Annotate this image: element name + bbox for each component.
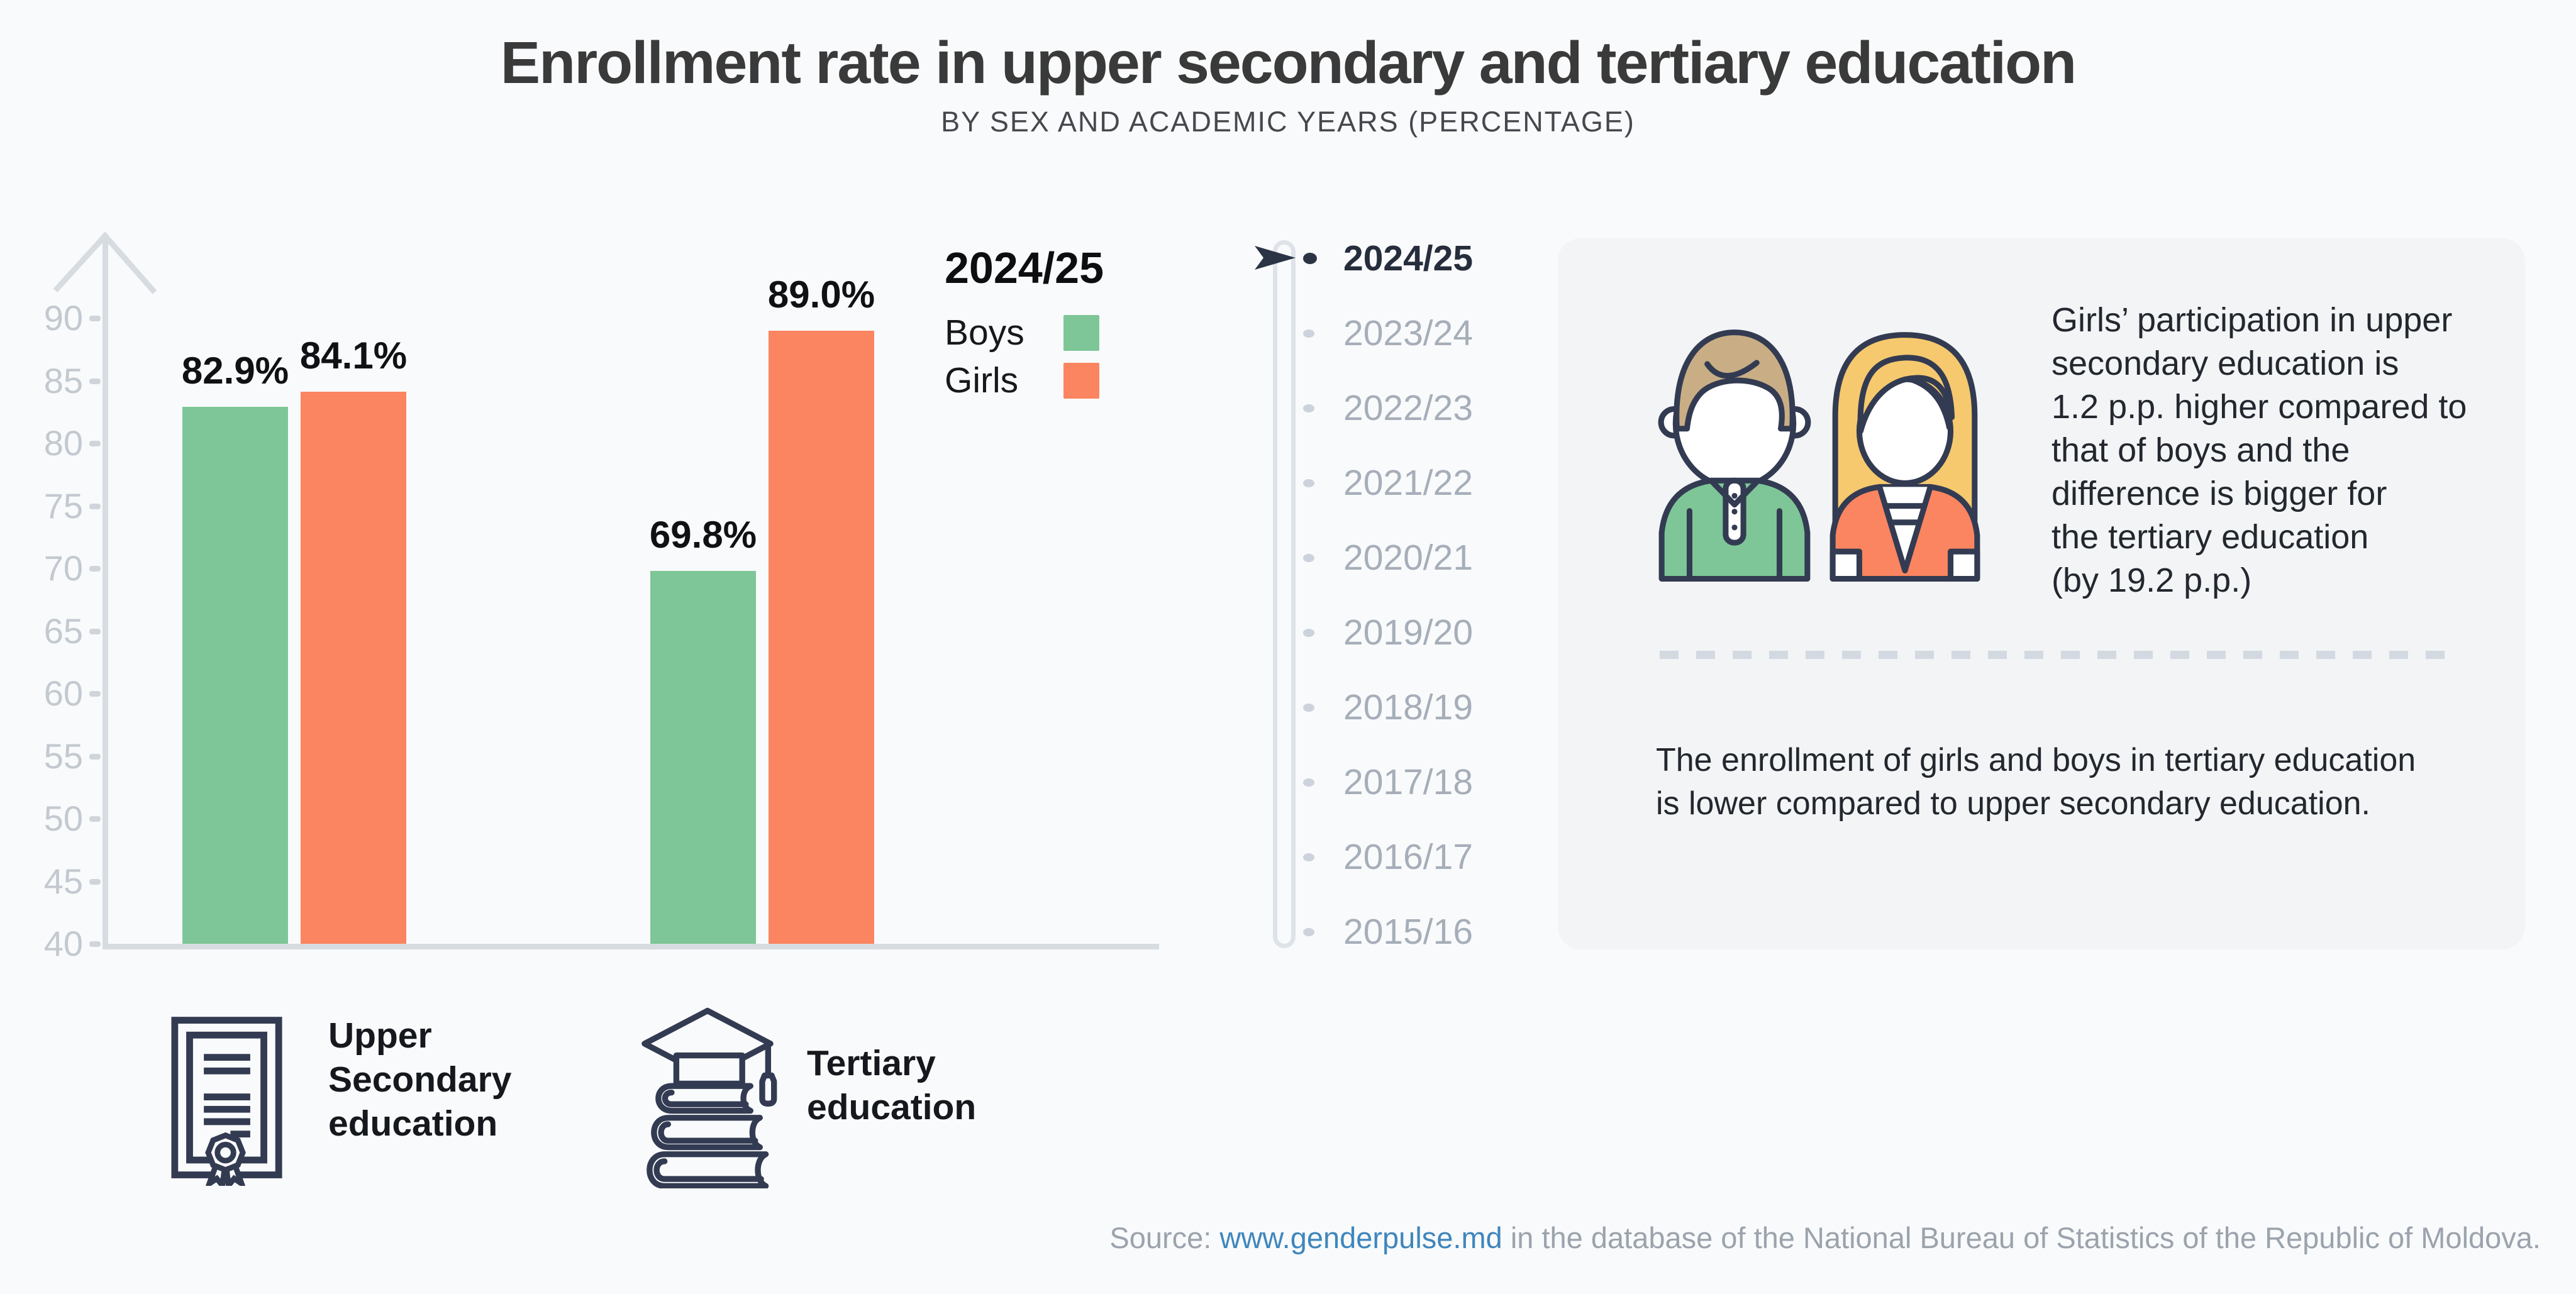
timeline-year-label: 2017/18 [1343,762,1474,802]
timeline-year-2024-25[interactable]: 2024/25 [1303,234,1473,283]
source-link[interactable]: www.genderpulse.md [1219,1221,1502,1254]
timeline-year-label: 2015/16 [1343,912,1474,952]
insight-text: Girls’ participation in upper secondary … [2051,301,2467,599]
legend-item-boys[interactable]: Boys [945,309,1099,356]
bar-value-label: 82.9% [181,350,289,392]
y-tick-label: 55 [43,736,83,776]
y-tick-mark [89,691,101,697]
timeline-year-2022-23[interactable]: 2022/23 [1303,384,1473,433]
timeline-year-2023-24[interactable]: 2023/24 [1303,309,1473,358]
y-tick-mark [89,816,101,822]
timeline-year-label: 2022/23 [1343,388,1474,428]
y-tick-mark [89,753,101,760]
y-tick-mark [89,378,101,384]
y-axis-line [103,234,108,946]
timeline-year-2017-18[interactable]: 2017/18 [1303,758,1473,807]
y-tick-label: 40 [43,924,83,963]
y-tick-mark [89,566,101,572]
y-tick-mark [89,628,101,634]
source-line: Source: www.genderpulse.md in the databa… [1109,1220,2541,1255]
y-tick-mark [89,316,101,321]
timeline-dot [1303,478,1314,487]
timeline-year-label: 2019/20 [1343,612,1474,653]
timeline-dot [1303,553,1314,562]
y-tick-mark [89,503,101,509]
timeline-dot [1303,778,1314,787]
timeline-dot [1303,703,1314,712]
category-label-tertiary: Tertiary education [807,1043,977,1127]
timeline-track [1273,240,1296,948]
y-tick-mark [89,878,101,885]
timeline-year-2016-17[interactable]: 2016/17 [1303,832,1473,882]
bar-value-label: 69.8% [649,513,757,556]
timeline-dot [1303,927,1314,936]
y-tick-label: 65 [43,611,83,651]
y-tick-label: 90 [43,298,83,338]
timeline-year-label: 2021/22 [1343,463,1474,503]
timeline-arrow-icon [1255,246,1296,270]
y-tick-mark [89,941,101,947]
timeline-year-2020-21[interactable]: 2020/21 [1303,533,1473,582]
bar-girls-group1 [301,392,406,944]
note-text: The enrollment of girls and boys in tert… [1656,742,2416,822]
timeline-dot [1303,329,1314,338]
boy-girl-illustration [1658,329,1980,582]
timeline-dot [1303,853,1314,861]
timeline-year-label: 2020/21 [1343,538,1474,578]
panel-divider [1660,651,2450,659]
timeline-dot [1303,253,1317,264]
timeline-dot [1303,628,1314,637]
timeline-year-2019-20[interactable]: 2019/20 [1303,608,1473,657]
bar-value-label: 84.1% [299,335,408,377]
page-title: Enrollment rate in upper secondary and t… [500,30,2077,96]
timeline-year-label: 2024/25 [1343,238,1474,279]
bar-boys-group2 [650,570,756,944]
girls-color-swatch [1063,362,1099,399]
legend-label-boys: Boys [945,312,1024,353]
page-subtitle: BY SEX AND ACADEMIC YEARS (PERCENTAGE) [941,106,1635,138]
y-tick-mark [89,441,101,446]
timeline-year-2015-16[interactable]: 2015/16 [1303,907,1473,956]
timeline-year-label: 2023/24 [1343,313,1474,353]
y-tick-label: 75 [43,485,83,526]
y-tick-label: 60 [43,673,83,713]
y-tick-label: 50 [43,799,83,838]
legend-item-girls[interactable]: Girls [945,357,1099,404]
bar-girls-group2 [769,330,874,944]
timeline-year-2021-22[interactable]: 2021/22 [1303,458,1473,507]
x-axis-line [103,944,1159,949]
boys-color-swatch [1063,314,1099,351]
legend-label-girls: Girls [945,360,1019,401]
timeline-dot [1303,404,1314,412]
legend-selected-year: 2024/25 [945,243,1104,292]
timeline-year-label: 2016/17 [1343,837,1474,877]
timeline-year-2018-19[interactable]: 2018/19 [1303,683,1473,732]
y-tick-label: 85 [43,360,83,401]
source-prefix: Source: [1109,1221,1220,1254]
books-graduation-cap-icon [641,1007,777,1188]
category-label-upper-secondary: Upper Secondary education [328,1015,512,1144]
certificate-icon [171,1017,282,1186]
bar-boys-group1 [182,407,288,944]
timeline-year-label: 2018/19 [1343,687,1474,727]
y-tick-label: 70 [43,548,83,588]
bar-value-label: 89.0% [767,273,875,316]
y-tick-label: 80 [43,423,83,463]
source-suffix: in the database of the National Bureau o… [1502,1221,2541,1254]
y-tick-label: 45 [43,861,83,901]
